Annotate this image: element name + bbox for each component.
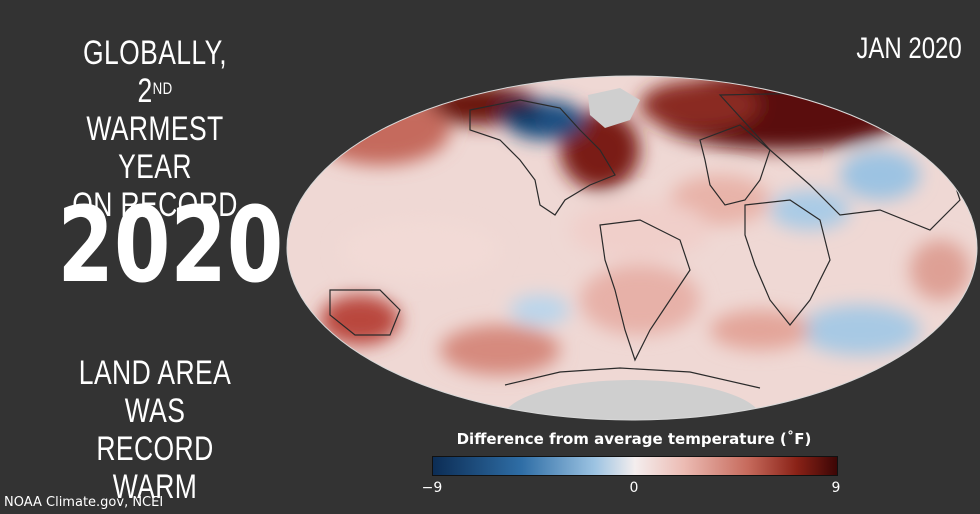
south-america-outline [599,219,691,362]
legend-min-label: −9 [421,480,443,496]
legend-max-label: 9 [831,480,841,496]
legend-color-scale [432,456,838,476]
headline-land-line2: RECORD WARM [96,430,214,506]
headline-line3: ON RECORD [72,186,238,224]
greenland-no-data [588,88,640,128]
date-label: JAN 2020 [856,32,962,65]
antarctica-outline [504,367,761,389]
legend-mid-label: 0 [629,480,639,496]
headline-land-area: LAND AREA WAS RECORD WARM [65,354,244,506]
temperature-anomaly-layer [310,76,970,420]
australia-outline [329,289,401,336]
headline-line1: GLOBALLY, 2 [82,34,228,110]
europe-outline [699,124,771,206]
headline-land-line1: LAND AREA WAS [78,354,232,430]
legend-title: Difference from average temperature (˚F) [456,430,812,448]
source-credit: NOAA Climate.gov, NCEI [4,495,164,510]
headline-superscript: ND [152,79,173,98]
year-title: 2020 [57,184,284,306]
north-america-outline [469,99,616,216]
headline-global-rank: GLOBALLY, 2ND WARMEST YEAR ON RECORD [65,34,244,224]
africa-outline [744,199,831,326]
headline-line2: WARMEST YEAR [86,110,224,186]
antarctica-no-data [502,380,762,420]
map-border [286,75,978,421]
